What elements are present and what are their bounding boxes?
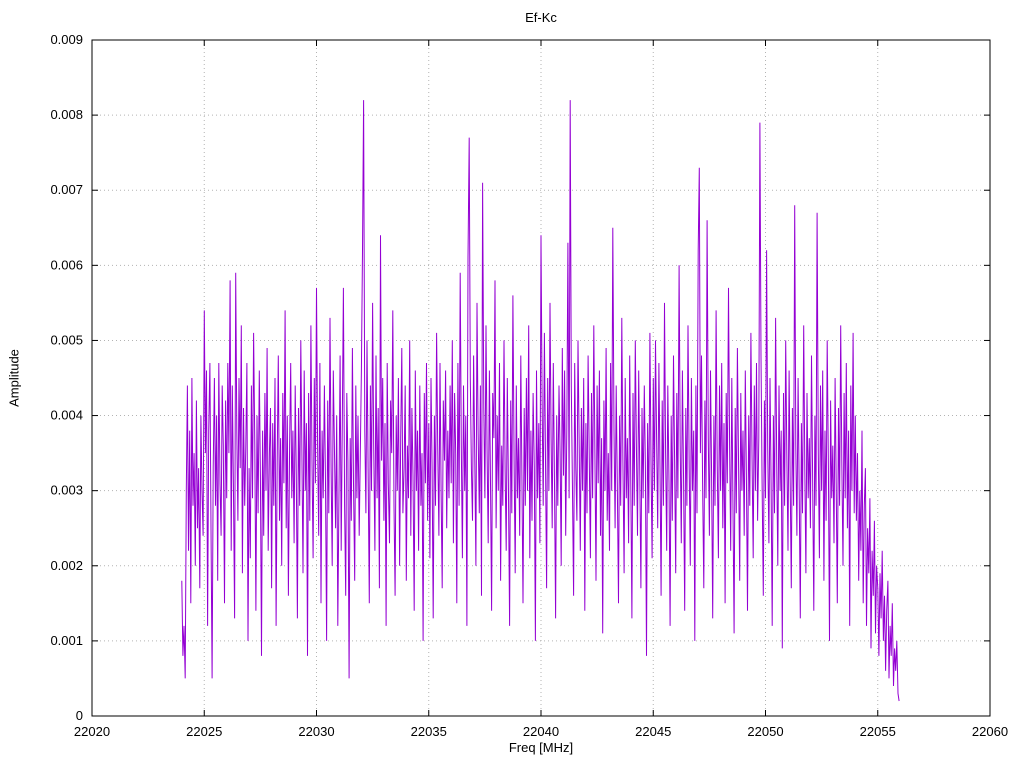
y-tick-label: 0.005 xyxy=(50,332,83,347)
x-tick-label: 22050 xyxy=(747,724,783,739)
x-tick-label: 22060 xyxy=(972,724,1008,739)
series-line xyxy=(181,100,900,702)
y-tick-label: 0 xyxy=(76,708,83,723)
x-tick-label: 22055 xyxy=(860,724,896,739)
y-tick-label: 0.004 xyxy=(50,408,83,423)
x-axis-label: Freq [MHz] xyxy=(508,740,574,755)
x-tick-label: 22035 xyxy=(411,724,447,739)
x-tick-label: 22045 xyxy=(635,724,671,739)
x-tick-label: 22025 xyxy=(186,724,222,739)
y-tick-label: 0.007 xyxy=(50,182,83,197)
y-tick-label: 0.001 xyxy=(50,633,83,648)
x-tick-label: 22020 xyxy=(74,724,110,739)
x-tick-label: 22040 xyxy=(523,724,559,739)
y-tick-label: 0.006 xyxy=(50,257,83,272)
y-tick-label: 0.008 xyxy=(50,107,83,122)
chart-title: Ef-Kc xyxy=(525,10,557,25)
plot-border xyxy=(91,39,991,717)
y-tick-label: 0.002 xyxy=(50,558,83,573)
x-tick-label: 22030 xyxy=(298,724,334,739)
y-tick-label: 0.003 xyxy=(50,483,83,498)
y-tick-label: 0.009 xyxy=(50,32,83,47)
